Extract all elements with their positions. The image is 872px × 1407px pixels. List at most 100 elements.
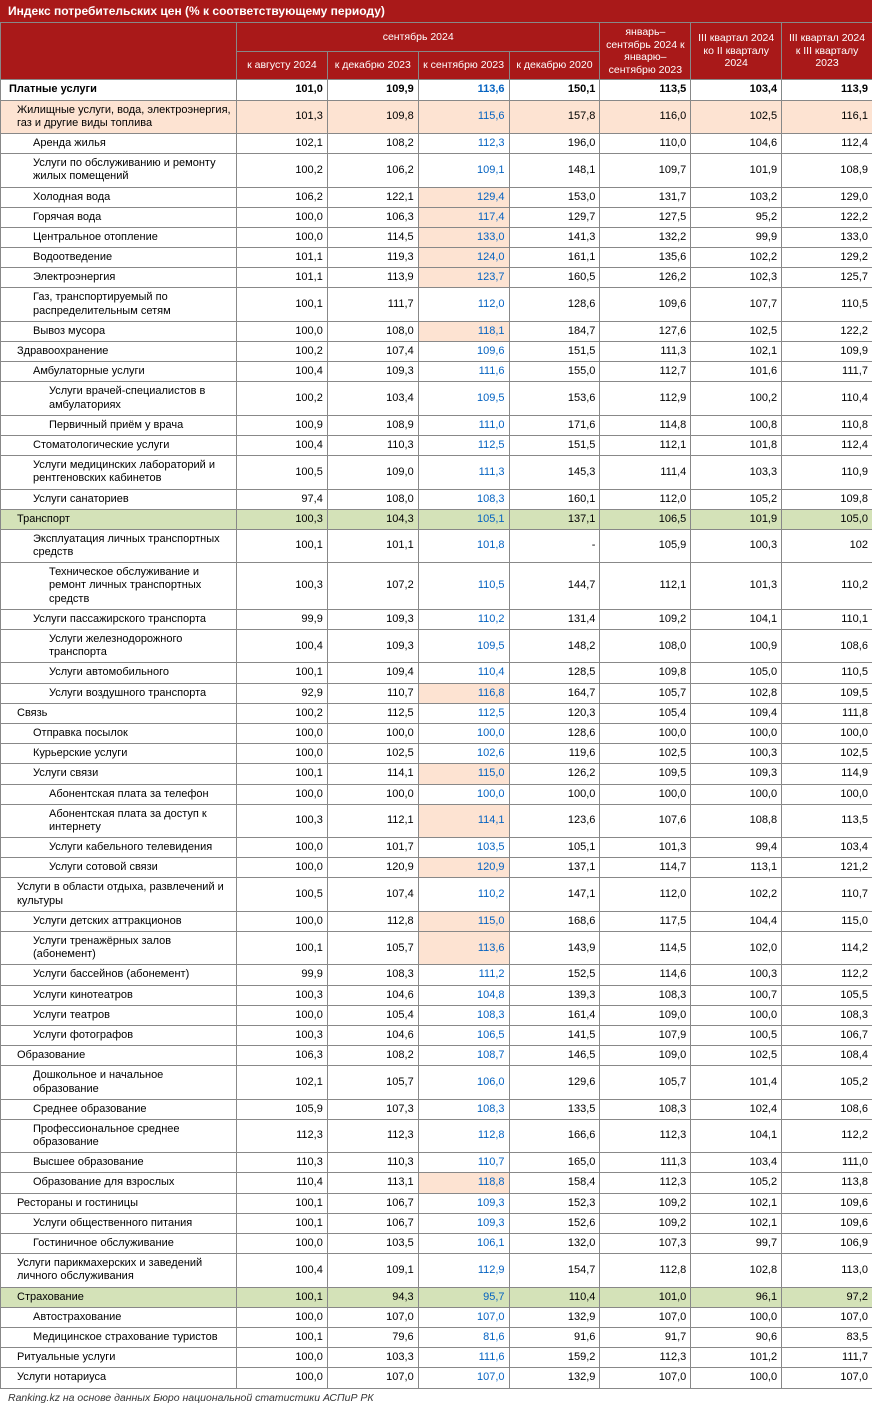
cell-value: 106,0 [418, 1066, 509, 1099]
cell-value: 108,3 [600, 1099, 691, 1119]
table-row: Услуги детских аттракционов100,0112,8115… [1, 911, 872, 931]
cell-value: 112,1 [327, 804, 418, 837]
cell-value: 166,6 [509, 1119, 600, 1152]
cell-value: 111,2 [418, 965, 509, 985]
cell-value: 110,5 [418, 563, 509, 610]
cell-value: 91,7 [600, 1327, 691, 1347]
table-row: Услуги общественного питания100,1106,710… [1, 1213, 872, 1233]
cell-value: 101,1 [237, 268, 328, 288]
cell-value: 122,1 [327, 187, 418, 207]
cell-value: 111,0 [418, 415, 509, 435]
cell-value: 103,3 [691, 456, 782, 489]
cell-value: 108,3 [600, 985, 691, 1005]
cell-value: 124,0 [418, 248, 509, 268]
cell-value: 110,2 [782, 563, 872, 610]
cell-value: 102,5 [691, 1046, 782, 1066]
cell-value: 100,0 [600, 784, 691, 804]
cell-value: 109,5 [600, 764, 691, 784]
row-label: Услуги связи [1, 764, 237, 784]
cell-value: 101,4 [691, 1066, 782, 1099]
cell-value: 122,2 [782, 207, 872, 227]
table-row: Вывоз мусора100,0108,0118,1184,7127,6102… [1, 321, 872, 341]
table-header: сентябрь 2024 январь–сентябрь 2024 к янв… [1, 23, 872, 80]
cell-value: 107,6 [600, 804, 691, 837]
cell-value: 100,0 [237, 1005, 328, 1025]
cell-value: 111,6 [418, 1348, 509, 1368]
cell-value: 106,2 [237, 187, 328, 207]
cell-value: 152,6 [509, 1213, 600, 1233]
cell-value: 102,5 [691, 100, 782, 133]
cell-value: 110,4 [237, 1173, 328, 1193]
cell-value: 101,9 [691, 154, 782, 187]
cell-value: 105,0 [691, 663, 782, 683]
cell-value: 107,0 [782, 1368, 872, 1388]
cell-value: 101,3 [691, 563, 782, 610]
cell-value: 153,0 [509, 187, 600, 207]
cell-value: 150,1 [509, 80, 600, 100]
table-row: Услуги бассейнов (абонемент)99,9108,3111… [1, 965, 872, 985]
cell-value: 152,3 [509, 1193, 600, 1213]
cell-value: 108,3 [418, 1005, 509, 1025]
cell-value: 100,1 [237, 764, 328, 784]
row-label: Аренда жилья [1, 133, 237, 153]
cell-value: 132,9 [509, 1368, 600, 1388]
row-label: Услуги общественного питания [1, 1213, 237, 1233]
cell-value: 108,6 [782, 630, 872, 663]
cell-value: 129,2 [782, 248, 872, 268]
table-row: Стоматологические услуги100,4110,3112,51… [1, 435, 872, 455]
row-label: Транспорт [1, 509, 237, 529]
cell-value: 100,0 [691, 723, 782, 743]
cell-value: 109,9 [782, 342, 872, 362]
row-label: Услуги воздушного транспорта [1, 683, 237, 703]
row-label: Услуги театров [1, 1005, 237, 1025]
table-row: Услуги в области отдыха, развлечений и к… [1, 878, 872, 911]
cell-value: 112,3 [418, 133, 509, 153]
row-label: Вывоз мусора [1, 321, 237, 341]
cell-value: 113,6 [418, 80, 509, 100]
cell-value: 132,2 [600, 227, 691, 247]
cell-value: 100,0 [237, 207, 328, 227]
cell-value: 106,9 [782, 1234, 872, 1254]
row-label: Профессиональное среднее образование [1, 1119, 237, 1152]
table-row: Услуги тренажёрных залов (абонемент)100,… [1, 932, 872, 965]
cell-value: 107,0 [782, 1307, 872, 1327]
cell-value: 100,5 [237, 456, 328, 489]
cell-value: 109,7 [600, 154, 691, 187]
cell-value: 104,1 [691, 1119, 782, 1152]
row-label: Услуги железнодорожного транспорта [1, 630, 237, 663]
cell-value: 108,0 [327, 321, 418, 341]
cell-value: 114,5 [327, 227, 418, 247]
cell-value: 105,9 [600, 529, 691, 562]
cell-value: 133,0 [782, 227, 872, 247]
table-row: Услуги воздушного транспорта92,9110,7116… [1, 683, 872, 703]
cell-value: 101,6 [691, 362, 782, 382]
cell-value: 100,2 [691, 382, 782, 415]
cell-value: 111,7 [782, 1348, 872, 1368]
cell-value: 132,9 [509, 1307, 600, 1327]
cell-value: 109,3 [691, 764, 782, 784]
row-label: Центральное отопление [1, 227, 237, 247]
cell-value: 100,0 [600, 723, 691, 743]
row-label: Медицинское страхование туристов [1, 1327, 237, 1347]
cell-value: 99,7 [691, 1234, 782, 1254]
cell-value: 105,9 [237, 1099, 328, 1119]
cell-value: 109,8 [782, 489, 872, 509]
cell-value: 113,1 [327, 1173, 418, 1193]
cell-value: 100,2 [237, 382, 328, 415]
cell-value: 100,1 [237, 932, 328, 965]
footer-source: Ranking.kz на основе данных Бюро национа… [0, 1389, 872, 1407]
cell-value: 105,2 [691, 1173, 782, 1193]
cell-value: 118,1 [418, 321, 509, 341]
cell-value: 146,5 [509, 1046, 600, 1066]
table-row: Образование106,3108,2108,7146,5109,0102,… [1, 1046, 872, 1066]
cell-value: 159,2 [509, 1348, 600, 1368]
cell-value: 184,7 [509, 321, 600, 341]
cell-value: 109,6 [418, 342, 509, 362]
table-row: Услуги кинотеатров100,3104,6104,8139,310… [1, 985, 872, 1005]
cell-value: 161,1 [509, 248, 600, 268]
table-row: Услуги сотовой связи100,0120,9120,9137,1… [1, 858, 872, 878]
table-row: Здравоохранение100,2107,4109,6151,5111,3… [1, 342, 872, 362]
cell-value: 112,0 [418, 288, 509, 321]
row-label: Услуги детских аттракционов [1, 911, 237, 931]
row-label: Услуги медицинских лабораторий и рентген… [1, 456, 237, 489]
